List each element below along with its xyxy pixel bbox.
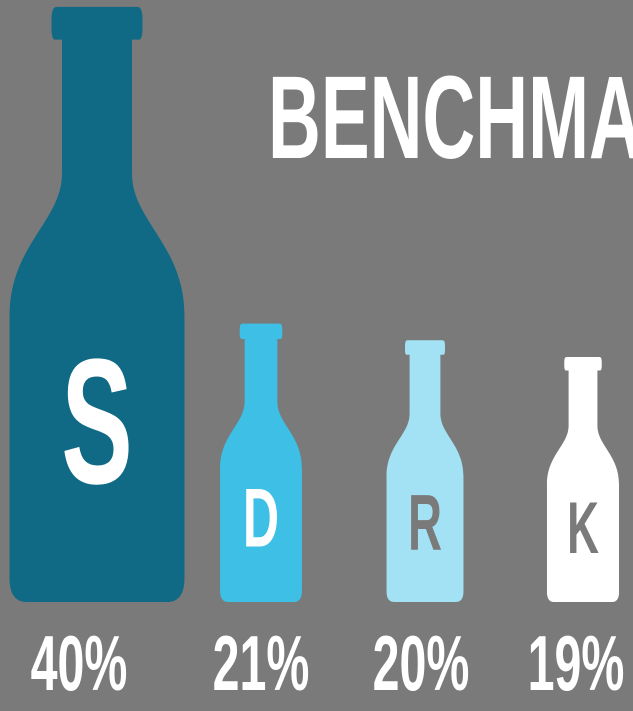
value-label: 20% bbox=[373, 619, 470, 707]
chart: BENCHMARK S 40% D 21% R 20% K 19% bbox=[0, 0, 633, 711]
value-label: 40% bbox=[31, 619, 128, 707]
bottle-letter: D bbox=[243, 471, 279, 564]
bottle-letter: K bbox=[567, 486, 599, 568]
chart-title: BENCHMARK bbox=[268, 51, 633, 183]
page: BENCHMARK S40%D21%R20%K19% (() => { cons… bbox=[0, 0, 633, 711]
value-label: 19% bbox=[528, 619, 625, 707]
bottle-letter: S bbox=[61, 323, 132, 522]
value-label: 21% bbox=[213, 619, 310, 707]
bottle-letter: R bbox=[408, 478, 442, 567]
